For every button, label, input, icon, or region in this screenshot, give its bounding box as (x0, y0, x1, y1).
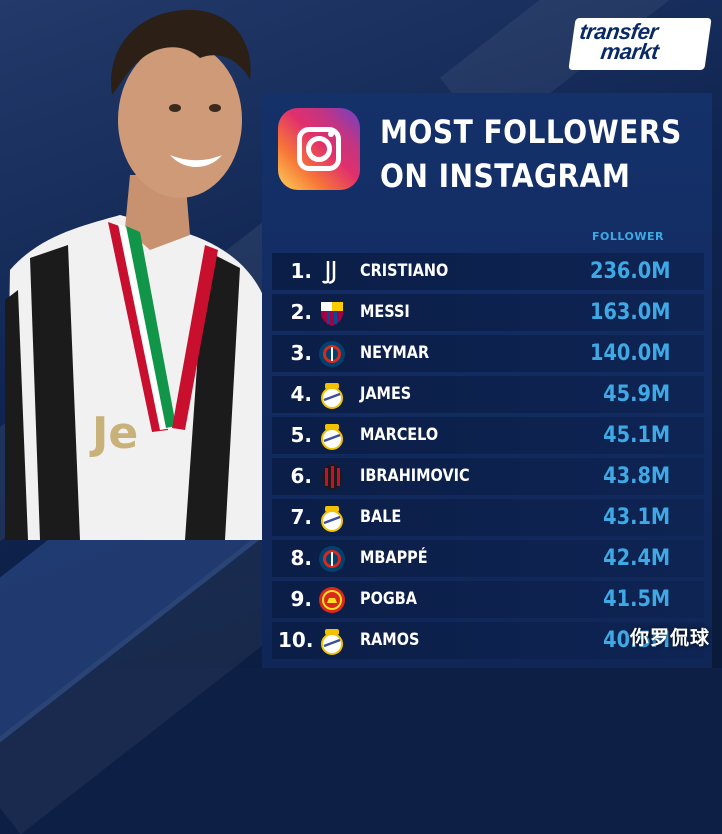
follower-count: 41.5M (602, 587, 670, 612)
player-name: JAMES (360, 384, 412, 404)
title-line2: ON INSTAGRAM (380, 157, 631, 195)
player-name: IBRAHIMOVIC (360, 466, 470, 486)
player-name: RAMOS (360, 630, 420, 650)
rank-number: 4. (290, 382, 312, 406)
follower-count: 42.4M (602, 546, 670, 571)
rank-number: 9. (290, 587, 312, 611)
ranking-row: 6. IBRAHIMOVIC 43.8M (272, 458, 704, 495)
follower-count: 163.0M (589, 300, 670, 325)
player-name: MESSI (360, 302, 410, 322)
ranking-row: 4. JAMES 45.9M (272, 376, 704, 413)
psg-crest-icon (318, 340, 346, 368)
real-madrid-crest-icon (318, 504, 346, 532)
follower-count: 45.9M (602, 382, 670, 407)
manchester-united-crest-icon (318, 586, 346, 614)
ranking-row: 5. MARCELO 45.1M (272, 417, 704, 454)
real-madrid-crest-icon (318, 381, 346, 409)
svg-text:Je: Je (89, 408, 138, 459)
follower-count: 45.1M (602, 423, 670, 448)
follower-count: 43.1M (602, 505, 670, 530)
column-header-follower: FOLLOWER (592, 230, 664, 243)
rank-number: 3. (290, 341, 312, 365)
juventus-crest-icon (318, 258, 346, 286)
player-name: MBAPPÉ (360, 548, 428, 568)
rank-number: 8. (290, 546, 312, 570)
follower-count: 43.8M (602, 464, 670, 489)
player-name: NEYMAR (360, 343, 430, 363)
rank-number: 10. (278, 628, 314, 652)
page-title: MOST FOLLOWERS ON INSTAGRAM (380, 110, 682, 198)
psg-crest-icon (318, 545, 346, 573)
player-photo: Je (5, 9, 265, 540)
follower-count: 236.0M (589, 259, 670, 284)
ranking-row: 1. CRISTIANO 236.0M (272, 253, 704, 290)
ac-milan-crest-icon (318, 463, 346, 491)
ranking-row: 7. BALE 43.1M (272, 499, 704, 536)
transfermarkt-logo: transfer markt (568, 18, 712, 70)
follower-count: 40.5M (602, 628, 670, 653)
barcelona-crest-icon (318, 299, 346, 327)
real-madrid-crest-icon (318, 422, 346, 450)
ranking-list: 1. CRISTIANO 236.0M 2. MESSI 163.0M 3. NEYMAR 14… (272, 253, 704, 663)
ranking-row: 9. POGBA 41.5M (272, 581, 704, 618)
rank-number: 6. (290, 464, 312, 488)
real-madrid-crest-icon (318, 627, 346, 655)
player-name: MARCELO (360, 425, 439, 445)
rank-number: 5. (290, 423, 312, 447)
ranking-row: 2. MESSI 163.0M (272, 294, 704, 331)
player-name: POGBA (360, 589, 417, 609)
player-name: CRISTIANO (360, 261, 449, 281)
title-line1: MOST FOLLOWERS (380, 113, 682, 151)
instagram-icon (278, 108, 360, 190)
follower-count: 140.0M (589, 341, 670, 366)
rank-number: 1. (290, 259, 312, 283)
rank-number: 2. (290, 300, 312, 324)
rank-number: 7. (290, 505, 312, 529)
ranking-row: 3. NEYMAR 140.0M (272, 335, 704, 372)
watermark: 你罗侃球 (629, 627, 710, 649)
logo-line2: markt (599, 39, 661, 64)
player-name: BALE (360, 507, 402, 527)
ranking-row: 8. MBAPPÉ 42.4M (272, 540, 704, 577)
ranking-row: 10. RAMOS 40.5M (272, 622, 704, 659)
